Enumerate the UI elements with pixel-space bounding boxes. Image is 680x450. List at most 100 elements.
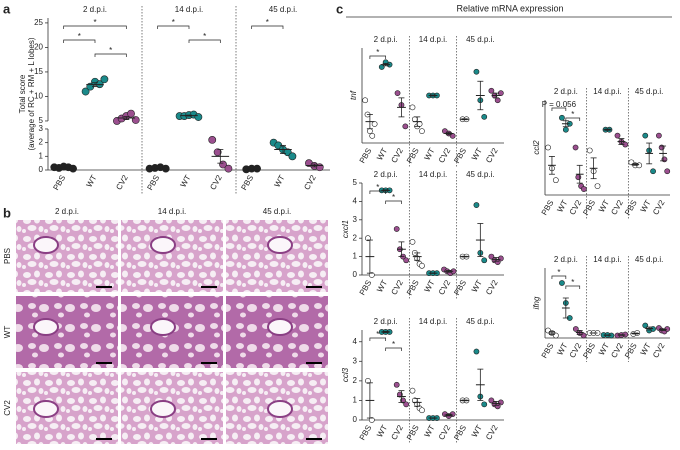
significance-bracket [385,200,402,204]
significance-label: * [557,268,560,277]
data-point [552,177,559,184]
x-tick-label: WT [273,173,287,188]
y-tick-label: 2 [353,376,358,385]
x-tick-label: CV2 [609,198,625,216]
expression-header: Relative mRNA expression [456,3,563,13]
significance-label: * [172,18,175,27]
x-tick-label: WT [375,423,389,438]
data-point [131,116,140,124]
row-label: PBS [3,248,12,264]
data-point [315,163,324,172]
x-tick-label: WT [470,423,484,438]
data-point [419,407,425,414]
data-point [488,87,495,94]
group-label: 45 d.p.i. [269,5,297,14]
y-axis-label: tnf [349,90,358,100]
y-tick-label: 0 [353,415,358,424]
y-axis-label: ifng [532,296,541,309]
airway [33,236,59,254]
data-point [194,113,203,121]
airway [150,236,176,254]
y-tick-label: 25 [34,18,43,27]
x-tick-label: PBS [452,147,468,165]
panel-label: a [3,1,11,16]
airway [150,318,176,336]
data-point [219,160,227,169]
significance-bracket [551,107,567,111]
y-tick-label: 3 [39,124,44,133]
significance-label: P = 0.056 [542,100,577,109]
group-label: 2 d.p.i. [554,255,578,264]
data-point [481,401,488,408]
data-point [614,132,621,139]
group-label: 2 d.p.i. [374,35,398,44]
column-label: 14 d.p.i. [158,207,186,216]
significance-bracket [565,117,581,121]
x-tick-label: PBS [358,147,374,165]
x-tick-label: WT [423,278,437,293]
data-point [368,272,375,278]
data-point [409,387,416,394]
data-point [642,132,649,139]
group-label: 2 d.p.i. [83,5,107,14]
y-tick-label: 0 [39,165,44,174]
y-tick-label: 3 [353,215,358,224]
group-label: 45 d.p.i. [466,170,494,179]
x-tick-label: PBS [405,147,421,165]
y-tick-label: 2 [353,233,358,242]
histology-image [16,372,118,444]
x-tick-label: PBS [540,199,556,217]
data-point [365,377,371,384]
data-point [411,116,418,123]
x-tick-label: CV2 [568,198,584,216]
histology-image [226,220,328,292]
group-label: 14 d.p.i. [419,170,447,179]
group-label: 2 d.p.i. [554,87,578,96]
significance-bracket [385,347,402,351]
significance-label: * [203,32,206,41]
group-label: 45 d.p.i. [466,35,494,44]
data-point [369,132,376,139]
x-tick-label: CV2 [114,173,130,191]
x-tick-label: CV2 [437,423,453,441]
data-point [494,97,501,104]
x-tick-label: CV2 [389,423,405,441]
significance-bracket [369,190,387,194]
data-point [100,75,109,84]
significance-label: * [109,46,112,55]
data-point [580,332,587,339]
y-axis-label: (average of RC + RM + L lobes) [27,37,36,150]
x-tick-label: WT [423,423,437,438]
data-point [394,90,401,97]
histology-image [16,296,118,368]
data-point [393,381,400,388]
significance-label: * [266,18,269,27]
significance-bracket [369,55,387,59]
y-tick-label: 3 [353,356,358,365]
significance-label: * [93,18,96,27]
group-label: 45 d.p.i. [635,255,663,264]
x-tick-label: PBS [358,424,374,442]
data-point [409,238,416,245]
x-tick-label: CV2 [302,173,318,191]
data-point [575,174,582,181]
x-tick-label: CV2 [208,173,224,191]
significance-bracket [63,25,127,29]
group-label: 45 d.p.i. [635,87,663,96]
panel-label: b [3,205,11,220]
histology-image [121,220,223,292]
data-point [81,87,90,96]
significance-label: * [376,48,379,57]
x-tick-label: CV2 [651,341,667,359]
data-point [403,401,410,408]
x-tick-label: PBS [623,342,639,360]
data-point [545,144,551,151]
row-label: CV2 [3,400,12,416]
data-point [559,114,565,121]
airway [150,400,176,418]
x-tick-label: WT [423,146,437,161]
airway [33,318,59,336]
x-tick-label: PBS [239,174,255,192]
x-tick-label: WT [375,278,389,293]
group-label: 14 d.p.i. [175,5,203,14]
